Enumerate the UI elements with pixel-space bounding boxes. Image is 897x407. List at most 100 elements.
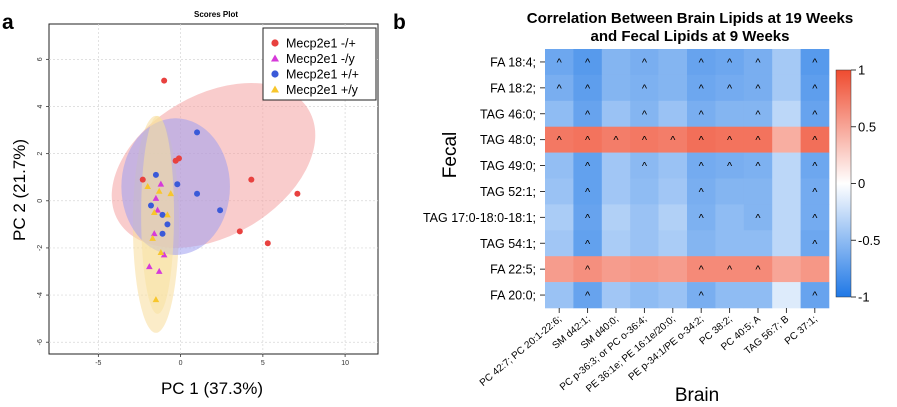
heatmap-cell — [573, 204, 603, 231]
score-point-circle — [264, 240, 271, 247]
significance-marker: ^ — [727, 57, 733, 69]
heatmap-cell — [772, 49, 801, 76]
row-label: FA 22:5; — [490, 263, 536, 277]
legend-box — [262, 27, 377, 101]
heatmap-cell — [658, 256, 688, 283]
score-point-triangle — [149, 234, 156, 241]
heatmap-cell — [545, 256, 574, 283]
score-point-circle — [174, 181, 181, 188]
y-tick-label: -2 — [37, 245, 44, 251]
score-point-triangle — [157, 249, 165, 256]
heatmap-cell — [545, 100, 574, 127]
score-point-triangle — [157, 180, 165, 187]
significance-marker: ^ — [585, 161, 591, 173]
score-point-triangle — [155, 267, 163, 274]
heatmap-cell — [687, 204, 716, 231]
score-point-circle — [164, 221, 171, 228]
y-tick-label: -4 — [37, 292, 44, 298]
heatmap-cell — [573, 230, 603, 257]
heatmap-cell — [658, 49, 688, 76]
heatmap-cell — [772, 152, 801, 179]
significance-marker: ^ — [699, 212, 705, 224]
row-label: FA 18:2; — [490, 81, 536, 95]
significance-marker: ^ — [727, 264, 733, 276]
significance-marker: ^ — [557, 57, 563, 69]
heatmap-cell — [545, 74, 574, 102]
confidence-ellipses — [111, 83, 316, 333]
heatmap-cell — [743, 49, 773, 76]
scores-plot-title: Scores Plot — [194, 10, 238, 19]
significance-marker: ^ — [812, 238, 818, 250]
score-point-triangle — [164, 211, 171, 218]
heatmap-cell — [743, 152, 773, 179]
pc2-axis-ticks: -6 -4 -2 0 2 4 6 — [37, 57, 49, 345]
heatmap-cell — [800, 282, 830, 309]
significance-marker: ^ — [727, 83, 733, 95]
significance-marker: ^ — [557, 135, 563, 147]
heatmap-cell — [743, 282, 773, 309]
heatmap-cell — [800, 100, 830, 127]
row-label: FA 18:4; — [490, 55, 536, 69]
heatmap-cell — [800, 230, 830, 257]
heatmap-cell — [630, 282, 659, 309]
y-tick-label: 4 — [37, 104, 44, 108]
significance-marker: ^ — [812, 135, 818, 147]
legend-marker-triangle — [271, 85, 279, 93]
heatmap-cell — [743, 126, 773, 153]
heatmap-cell — [743, 74, 773, 102]
heatmap-cell — [687, 282, 716, 309]
heatmap-cell — [658, 126, 688, 153]
significance-marker: ^ — [585, 238, 591, 250]
heatmap-cell — [800, 256, 830, 283]
heatmap-cell — [545, 282, 574, 309]
score-point-circle — [194, 190, 201, 197]
significance-marker: ^ — [642, 161, 648, 173]
significance-marker: ^ — [755, 161, 761, 173]
heatmap-cell — [743, 204, 773, 231]
heatmap-cell — [715, 100, 745, 127]
heatmap-cell — [687, 152, 716, 179]
heatmap-cell — [573, 100, 603, 127]
heatmap-cell — [658, 152, 688, 179]
fecal-axis-label: Fecal — [440, 132, 461, 178]
legend-entry: Mecp2e1 +/+ — [286, 68, 359, 82]
x-tick-label: 5 — [261, 360, 265, 367]
significance-marker: ^ — [585, 290, 591, 302]
significance-marker: ^ — [812, 290, 818, 302]
heatmap-cell — [630, 152, 659, 179]
heatmap-cell — [715, 282, 745, 309]
score-point-circle — [147, 202, 154, 209]
heatmap-cell — [658, 204, 688, 231]
significance-marker: ^ — [699, 135, 705, 147]
row-label: TAG 17:0-18:0-18:1; — [423, 211, 536, 225]
heatmap-cell — [772, 282, 801, 309]
heatmap-cell — [573, 256, 603, 283]
significance-marker: ^ — [812, 186, 818, 198]
y-tick-label: 6 — [37, 57, 44, 61]
heatmap-cell — [687, 230, 716, 257]
scores-plot: Scores Plot -5 0 5 10 -6 -4 -2 0 2 4 6 PC 1 (37.3… — [10, 10, 379, 398]
heatmap-title-line-2: and Fecal Lipids at 9 Weeks — [591, 28, 790, 45]
heatmap-cell — [772, 256, 801, 283]
heatmap-cell — [800, 152, 830, 179]
score-point-triangle — [155, 187, 163, 194]
significance-marker: ^ — [585, 135, 591, 147]
score-point-circle — [217, 207, 224, 214]
significance-marker: ^ — [812, 212, 818, 224]
heatmap-cells — [545, 49, 830, 309]
heatmap-cell — [545, 152, 574, 179]
heatmap-cell — [715, 256, 745, 283]
heatmap-cell — [687, 100, 716, 127]
heatmap-cell — [687, 74, 716, 102]
score-point-triangle — [144, 183, 151, 190]
significance-marker: ^ — [557, 83, 563, 95]
heatmap-cell — [772, 204, 801, 231]
y-tick-label: 0 — [37, 199, 44, 203]
legend-entry: Mecp2e1 -/+ — [286, 37, 356, 51]
heatmap-cell — [658, 100, 688, 127]
score-point-circle — [175, 155, 182, 162]
heatmap-cell — [601, 256, 631, 283]
significance-marker: ^ — [613, 135, 619, 147]
scores-points — [139, 77, 301, 303]
significance-markers: ^ ^ ^ ^ ^ ^ ^ ^ ^ ^ ^ ^ ^ ^ ^ ^ ^ ^ ^ ^ ^ ^ ^ ^ ^ ^ ^ ^ ^ ^ ^ ^ ^ ^ ^ ^ ^ ^ ^ ^… — [557, 57, 819, 302]
